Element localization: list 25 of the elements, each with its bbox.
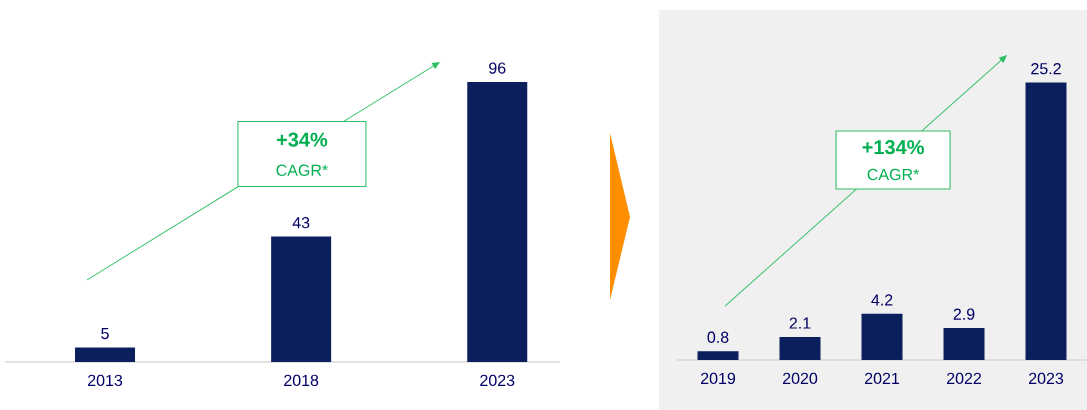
x-tick-label: 2021	[865, 372, 900, 385]
data-label: 43	[292, 216, 310, 229]
data-label: 2.9	[953, 308, 975, 320]
x-tick-label: 2013	[88, 374, 123, 387]
annotation: +134%	[862, 140, 924, 155]
data-label: 25.2	[1031, 63, 1061, 75]
data-label: 0.8	[707, 331, 729, 343]
annotation: CAGR*	[276, 164, 328, 176]
annotation: +34%	[276, 132, 328, 147]
bar	[779, 336, 821, 360]
bar	[1025, 82, 1067, 360]
x-tick-label: 2019	[701, 372, 736, 385]
annotation: CAGR*	[867, 168, 920, 181]
bar	[943, 328, 985, 360]
x-tick-label: 2022	[947, 372, 981, 385]
data-label: 4.2	[871, 294, 893, 306]
bar	[861, 313, 903, 360]
data-label: 2.1	[789, 317, 811, 329]
data-label: 96	[489, 62, 506, 74]
x-tick-label: 2023	[1029, 372, 1064, 385]
x-tick-label: 2020	[783, 372, 818, 385]
bar	[697, 351, 739, 360]
x-tick-label: 2023	[480, 374, 515, 387]
x-tick-label: 2018	[284, 374, 319, 387]
data-label: 5	[101, 327, 109, 340]
